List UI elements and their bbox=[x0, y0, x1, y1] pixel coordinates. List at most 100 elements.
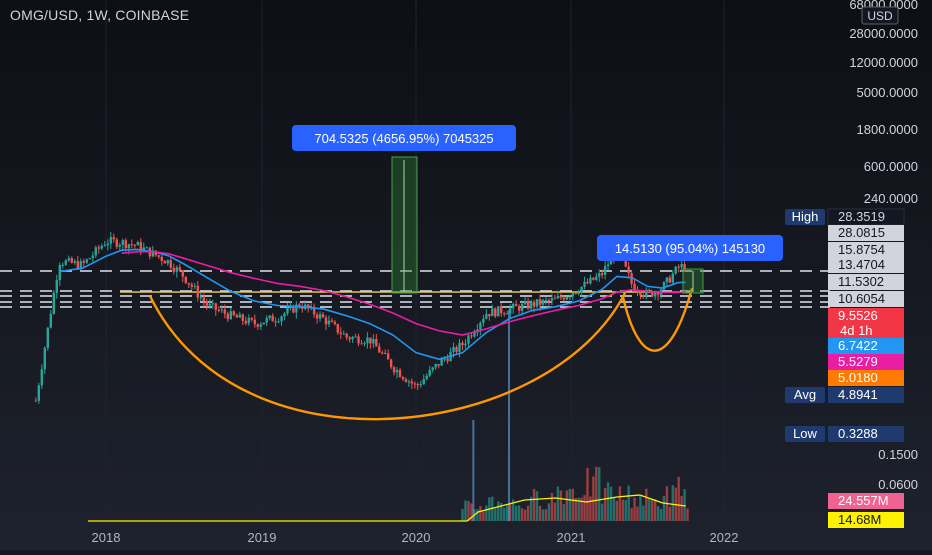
y-tick-label: 1800.0000 bbox=[857, 122, 918, 137]
volume-bars bbox=[88, 310, 689, 522]
candle-body bbox=[157, 255, 160, 257]
candle-body bbox=[76, 261, 79, 269]
candle-body bbox=[357, 336, 360, 344]
volume-bar bbox=[506, 505, 509, 521]
candle-body bbox=[535, 299, 539, 307]
handle-arc bbox=[621, 287, 694, 352]
candle-body bbox=[286, 307, 289, 314]
candle-body bbox=[645, 290, 648, 297]
price-tag-value: 6.7422 bbox=[838, 338, 878, 353]
candle-body bbox=[437, 364, 440, 366]
tag-prefix-label: Avg bbox=[794, 387, 816, 402]
candle-body bbox=[668, 277, 672, 283]
candle-body bbox=[491, 308, 494, 317]
volume-bar bbox=[482, 511, 485, 521]
candle-body bbox=[336, 324, 340, 333]
candle-body bbox=[151, 250, 154, 257]
volume-bar bbox=[535, 491, 539, 521]
volume-bar bbox=[600, 503, 604, 521]
candle-body bbox=[503, 313, 506, 315]
candle-body bbox=[280, 316, 283, 322]
symbol-title[interactable]: OMG/USD, 1W, COINBASE bbox=[10, 7, 190, 23]
price-tag-box bbox=[828, 225, 904, 241]
candle-body bbox=[274, 321, 277, 323]
candle-body bbox=[333, 321, 337, 325]
cup-arc bbox=[148, 292, 627, 421]
volume-bar bbox=[642, 505, 645, 521]
volume-bar bbox=[662, 496, 666, 521]
drawing-annotations[interactable]: 704.5325 (4656.95%) 7045325 14.5130 (95.0… bbox=[148, 125, 783, 421]
candle-body bbox=[271, 315, 274, 322]
volume-bar bbox=[464, 500, 467, 521]
candle-body bbox=[315, 314, 319, 319]
candle-body bbox=[202, 297, 205, 302]
candle-body bbox=[187, 282, 190, 285]
volume-bar bbox=[461, 508, 464, 521]
candle-body bbox=[653, 292, 657, 297]
candle-body bbox=[229, 311, 232, 320]
candle-body bbox=[398, 370, 402, 378]
candle-body bbox=[220, 309, 223, 311]
y-tick-label: 5000.0000 bbox=[857, 85, 918, 100]
candle-body bbox=[163, 260, 166, 264]
candle-body bbox=[118, 244, 121, 247]
candle-body bbox=[214, 303, 217, 310]
candle-body bbox=[130, 244, 133, 246]
candle-body bbox=[443, 358, 446, 360]
candle-body bbox=[378, 346, 381, 353]
price-tag-box bbox=[828, 242, 904, 258]
candle-body bbox=[665, 277, 669, 283]
candle-body bbox=[67, 258, 70, 261]
volume-bar bbox=[544, 509, 548, 521]
candle-body bbox=[250, 317, 253, 320]
candle-body bbox=[526, 301, 530, 309]
candle-body bbox=[384, 352, 387, 354]
candle-body bbox=[467, 335, 470, 344]
candle-body bbox=[574, 293, 577, 295]
candle-body bbox=[577, 292, 580, 294]
candle-body bbox=[497, 306, 500, 317]
candle-body bbox=[112, 237, 115, 240]
candle-body bbox=[253, 319, 256, 325]
currency-button[interactable] bbox=[861, 6, 899, 25]
candle-body bbox=[600, 273, 604, 275]
candle-body bbox=[598, 273, 601, 277]
price-tag-box bbox=[828, 370, 904, 386]
candle-body bbox=[232, 311, 235, 316]
candle-body bbox=[434, 364, 437, 368]
price-tag-box bbox=[828, 387, 904, 403]
y-tick-label: 0.0600 bbox=[878, 477, 918, 492]
candle-body bbox=[283, 313, 286, 317]
price-axis[interactable]: 68000.000028000.000012000.00005000.00001… bbox=[849, 0, 918, 492]
volume-ma-line bbox=[88, 494, 686, 522]
candle-body bbox=[235, 315, 238, 318]
candle-body bbox=[205, 301, 208, 306]
volume-bar bbox=[547, 503, 551, 521]
volume-bar bbox=[479, 506, 482, 521]
candle-body bbox=[169, 260, 172, 268]
candle-body bbox=[312, 306, 316, 315]
volume-bar bbox=[592, 476, 595, 521]
time-axis[interactable]: 2018 2019 2020 2021 2022 bbox=[92, 530, 739, 545]
candle-body bbox=[452, 347, 455, 352]
price-tag-box bbox=[828, 338, 904, 354]
volume-bar bbox=[653, 499, 657, 521]
volume-bar bbox=[609, 486, 613, 521]
candle-body bbox=[683, 264, 686, 270]
candle-body bbox=[568, 296, 572, 298]
candle-body bbox=[196, 286, 199, 298]
candle-body bbox=[428, 369, 431, 376]
volume-bar bbox=[627, 485, 630, 521]
candle-body bbox=[43, 347, 46, 370]
volume-bar bbox=[645, 488, 648, 521]
volume-spike bbox=[472, 420, 475, 521]
candle-body bbox=[82, 261, 85, 263]
candle-body bbox=[91, 255, 94, 259]
volume-bar bbox=[523, 509, 527, 521]
candle-body bbox=[556, 296, 560, 299]
candle-body bbox=[517, 306, 521, 311]
candle-body bbox=[532, 301, 536, 307]
candle-body bbox=[381, 352, 384, 354]
